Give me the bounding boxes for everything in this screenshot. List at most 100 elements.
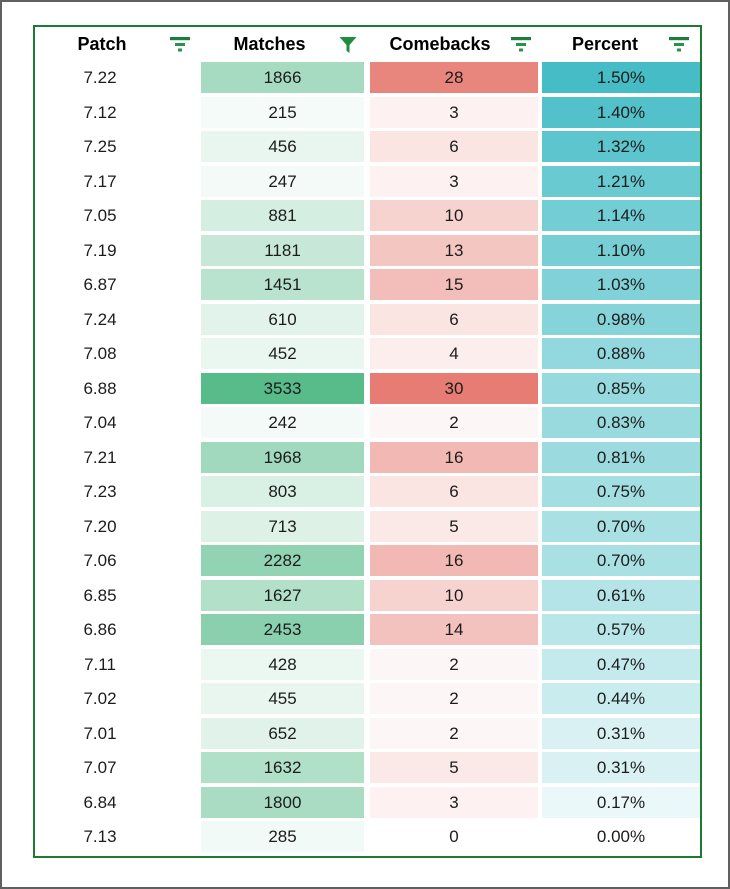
percent-cell[interactable]: 0.85% xyxy=(542,372,700,404)
patch-cell[interactable]: 7.22 xyxy=(83,68,117,87)
percent-cell[interactable]: 0.70% xyxy=(542,510,700,542)
patch-cell[interactable]: 7.12 xyxy=(83,102,117,122)
percent-cell[interactable]: 0.57% xyxy=(542,614,700,645)
matches-cell[interactable]: 881 xyxy=(201,200,364,231)
percent-cell[interactable]: 0.31% xyxy=(542,717,700,749)
percent-cell[interactable]: 0.44% xyxy=(542,683,700,714)
percent-cell[interactable]: 1.14% xyxy=(542,200,700,231)
matches-cell[interactable]: 456 xyxy=(201,131,364,162)
comebacks-cell[interactable]: 3 xyxy=(370,786,538,818)
matches-cell[interactable]: 1451 xyxy=(201,269,364,300)
patch-cell[interactable]: 6.84 xyxy=(83,792,117,812)
patch-cell[interactable]: 7.17 xyxy=(83,171,117,191)
percent-cell[interactable]: 0.17% xyxy=(542,786,700,818)
percent-cell[interactable]: 0.00% xyxy=(542,821,700,852)
comebacks-cell[interactable]: 14 xyxy=(370,614,538,645)
patch-cell[interactable]: 6.86 xyxy=(83,620,117,639)
percent-cell[interactable]: 1.10% xyxy=(542,234,700,266)
percent-cell[interactable]: 0.83% xyxy=(542,407,700,438)
matches-cell[interactable]: 1627 xyxy=(201,579,364,611)
comebacks-cell[interactable]: 6 xyxy=(370,303,538,335)
patch-cell[interactable]: 7.04 xyxy=(83,413,117,432)
matches-cell[interactable]: 215 xyxy=(201,96,364,128)
comebacks-cell[interactable]: 3 xyxy=(370,96,538,128)
comebacks-cell[interactable]: 2 xyxy=(370,717,538,749)
comebacks-cell[interactable]: 4 xyxy=(370,338,538,369)
percent-cell[interactable]: 0.81% xyxy=(542,441,700,473)
patch-cell[interactable]: 7.02 xyxy=(83,689,117,708)
comebacks-cell[interactable]: 5 xyxy=(370,752,538,783)
patch-cell[interactable]: 6.88 xyxy=(83,378,117,398)
patch-cell[interactable]: 7.07 xyxy=(83,758,117,777)
comebacks-cell[interactable]: 10 xyxy=(370,200,538,231)
comebacks-cell[interactable]: 5 xyxy=(370,510,538,542)
percent-cell[interactable]: 0.61% xyxy=(542,579,700,611)
patch-cell[interactable]: 6.87 xyxy=(83,275,117,294)
percent-cell[interactable]: 1.03% xyxy=(542,269,700,300)
percent-cell[interactable]: 1.40% xyxy=(542,96,700,128)
matches-cell[interactable]: 652 xyxy=(201,717,364,749)
matches-cell[interactable]: 2282 xyxy=(201,545,364,576)
patch-cell[interactable]: 7.20 xyxy=(83,516,117,536)
matches-cell[interactable]: 610 xyxy=(201,303,364,335)
patch-cell[interactable]: 7.08 xyxy=(83,344,117,363)
column-header-patch[interactable]: Patch xyxy=(35,27,201,62)
matches-cell[interactable]: 803 xyxy=(201,476,364,507)
matches-cell[interactable]: 247 xyxy=(201,165,364,197)
patch-cell[interactable]: 6.85 xyxy=(83,585,117,605)
comebacks-cell[interactable]: 2 xyxy=(370,407,538,438)
percent-cell[interactable]: 0.88% xyxy=(542,338,700,369)
filter-lines-icon[interactable] xyxy=(510,36,542,53)
patch-cell[interactable]: 7.13 xyxy=(83,827,117,846)
matches-cell[interactable]: 452 xyxy=(201,338,364,369)
filter-lines-icon[interactable] xyxy=(169,36,201,53)
matches-cell[interactable]: 428 xyxy=(201,648,364,680)
matches-cell[interactable]: 1968 xyxy=(201,441,364,473)
patch-cell[interactable]: 7.06 xyxy=(83,551,117,570)
comebacks-cell[interactable]: 2 xyxy=(370,683,538,714)
percent-cell[interactable]: 0.31% xyxy=(542,752,700,783)
column-header-matches[interactable]: Matches xyxy=(201,27,370,62)
matches-cell[interactable]: 3533 xyxy=(201,372,364,404)
percent-cell[interactable]: 0.47% xyxy=(542,648,700,680)
comebacks-cell[interactable]: 3 xyxy=(370,165,538,197)
comebacks-cell[interactable]: 6 xyxy=(370,131,538,162)
column-header-percent[interactable]: Percent xyxy=(542,27,700,62)
comebacks-cell[interactable]: 16 xyxy=(370,441,538,473)
percent-cell[interactable]: 0.70% xyxy=(542,545,700,576)
comebacks-cell[interactable]: 10 xyxy=(370,579,538,611)
matches-cell[interactable]: 1800 xyxy=(201,786,364,818)
percent-cell[interactable]: 1.21% xyxy=(542,165,700,197)
comebacks-cell[interactable]: 15 xyxy=(370,269,538,300)
comebacks-cell[interactable]: 2 xyxy=(370,648,538,680)
patch-cell[interactable]: 7.05 xyxy=(83,206,117,225)
comebacks-cell[interactable]: 30 xyxy=(370,372,538,404)
filter-lines-icon[interactable] xyxy=(668,36,700,53)
column-header-comebacks[interactable]: Comebacks xyxy=(370,27,542,62)
matches-cell[interactable]: 1181 xyxy=(201,234,364,266)
patch-cell[interactable]: 7.23 xyxy=(83,482,117,501)
patch-cell[interactable]: 7.21 xyxy=(83,447,117,467)
patch-cell[interactable]: 7.11 xyxy=(84,654,116,674)
matches-cell[interactable]: 1866 xyxy=(201,62,364,93)
matches-cell[interactable]: 285 xyxy=(201,821,364,852)
comebacks-cell[interactable]: 13 xyxy=(370,234,538,266)
patch-cell[interactable]: 7.25 xyxy=(83,137,117,156)
percent-cell[interactable]: 1.32% xyxy=(542,131,700,162)
percent-cell[interactable]: 1.50% xyxy=(542,62,700,93)
comebacks-cell[interactable]: 16 xyxy=(370,545,538,576)
filter-funnel-active-icon[interactable] xyxy=(338,36,370,54)
patch-cell[interactable]: 7.24 xyxy=(83,309,117,329)
matches-cell[interactable]: 455 xyxy=(201,683,364,714)
comebacks-cell[interactable]: 28 xyxy=(370,62,538,93)
patch-cell[interactable]: 7.01 xyxy=(83,723,117,743)
matches-cell[interactable]: 242 xyxy=(201,407,364,438)
patch-cell[interactable]: 7.19 xyxy=(83,240,117,260)
percent-cell[interactable]: 0.98% xyxy=(542,303,700,335)
percent-cell[interactable]: 0.75% xyxy=(542,476,700,507)
matches-cell[interactable]: 2453 xyxy=(201,614,364,645)
matches-cell[interactable]: 1632 xyxy=(201,752,364,783)
comebacks-cell[interactable]: 6 xyxy=(370,476,538,507)
comebacks-cell[interactable]: 0 xyxy=(370,821,538,852)
matches-cell[interactable]: 713 xyxy=(201,510,364,542)
